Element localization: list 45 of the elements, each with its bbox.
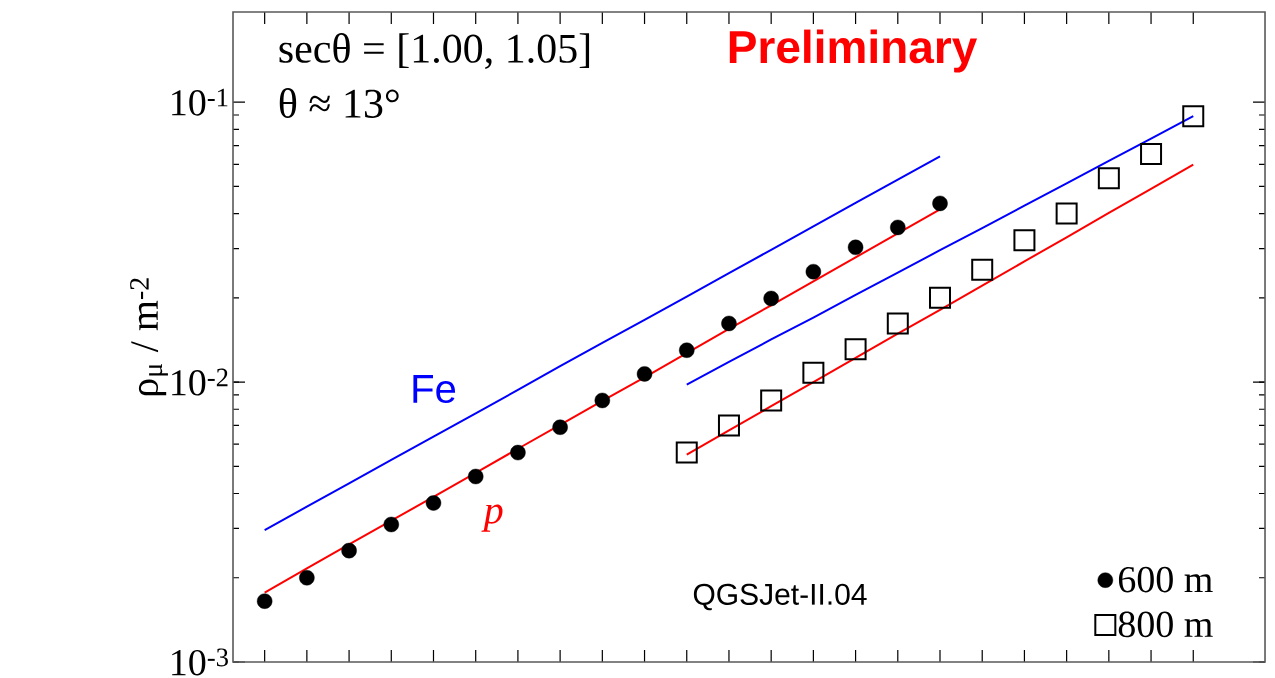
point <box>383 516 399 533</box>
point <box>763 290 779 307</box>
legend-label: 600 m <box>1118 566 1213 593</box>
y-axis-title: ρ$_{μ}$ / m$^{-2}$ <box>130 278 168 396</box>
point <box>929 286 952 309</box>
point <box>468 468 484 485</box>
point <box>1097 167 1120 190</box>
point <box>844 338 867 361</box>
point <box>886 312 909 335</box>
point <box>552 419 568 435</box>
point <box>636 366 653 382</box>
point <box>594 392 611 409</box>
annotation: Preliminary <box>729 29 978 73</box>
point <box>802 361 825 384</box>
point <box>675 441 698 464</box>
point <box>1055 202 1078 225</box>
series-label: p <box>481 504 503 532</box>
annotation: secθ = [1.00, 1.05] <box>279 33 590 69</box>
annotation: QGSJet-II.04 <box>693 583 867 611</box>
point <box>510 444 526 461</box>
y-tick-label: 10$^{-1}$ <box>172 88 228 116</box>
point <box>847 239 864 256</box>
point <box>932 195 948 212</box>
line-series <box>263 155 941 532</box>
point <box>256 593 273 609</box>
point <box>341 542 357 559</box>
point <box>1140 143 1163 166</box>
point <box>1182 105 1205 128</box>
point <box>721 315 737 332</box>
line-series <box>685 163 1195 456</box>
point <box>971 258 994 281</box>
point <box>679 342 695 358</box>
point <box>805 263 822 280</box>
y-tick-label: 10$^{-2}$ <box>172 368 228 396</box>
point <box>717 414 740 437</box>
annotation: θ ≈ 13° <box>279 88 399 118</box>
legend-label: 800 m <box>1118 611 1213 638</box>
point <box>425 495 442 511</box>
series-label: Fe <box>413 375 456 404</box>
y-tick-label: 10$^{-3}$ <box>172 648 228 676</box>
point <box>760 389 783 412</box>
line-series <box>685 115 1195 386</box>
point <box>1013 229 1036 252</box>
point <box>890 219 906 236</box>
point <box>299 570 315 586</box>
